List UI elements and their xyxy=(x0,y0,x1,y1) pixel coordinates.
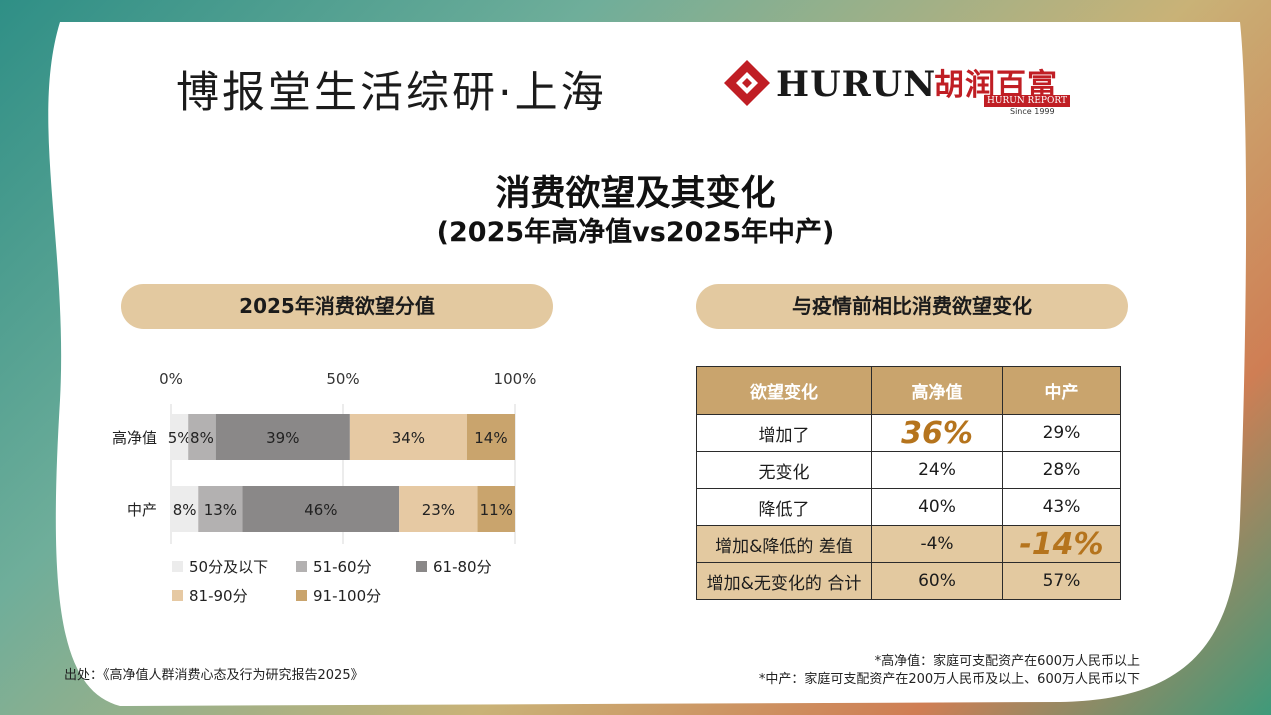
x-tick-label: 50% xyxy=(326,370,359,388)
data-label: 8% xyxy=(190,429,214,447)
table-cell: -4% xyxy=(871,525,1003,563)
row-label: 增加&降低的 差值 xyxy=(696,525,872,563)
bar-segment xyxy=(477,486,515,532)
bar-segment xyxy=(349,414,467,460)
footnote-middle-class: *中产：家庭可支配资产在200万人民币及以上、600万人民币以下 xyxy=(758,672,1140,687)
bar-segment xyxy=(466,414,515,460)
page-title: 消费欲望及其变化 xyxy=(495,174,776,214)
category-label: 中产 xyxy=(127,501,157,519)
brand-text: 博报堂生活综研·上海 xyxy=(176,68,607,118)
bar-segment xyxy=(171,486,199,532)
table-row: 增加&无变化的 合计 60% 57% xyxy=(696,562,1121,600)
bar-segment xyxy=(198,486,243,532)
highlight-value: 36% xyxy=(871,414,1003,452)
legend-swatch xyxy=(172,561,183,572)
table-header-cell: 中产 xyxy=(1002,366,1121,415)
data-label: 34% xyxy=(392,429,425,447)
hurun-report-bar: HURUN REPORT xyxy=(984,95,1070,107)
table-cell: 57% xyxy=(1002,562,1121,600)
legend-label: 81-90分 xyxy=(189,587,248,605)
legend-label: 91-100分 xyxy=(313,587,381,605)
data-label: 13% xyxy=(204,501,237,519)
bar-segment xyxy=(215,414,350,460)
table-row: 降低了 40% 43% xyxy=(696,488,1121,526)
data-label: 14% xyxy=(474,429,507,447)
data-label: 39% xyxy=(266,429,299,447)
row-label: 无变化 xyxy=(696,451,872,489)
table-cell: 24% xyxy=(871,451,1003,489)
data-label: 8% xyxy=(173,501,197,519)
row-label: 降低了 xyxy=(696,488,872,526)
hurun-logo-icon xyxy=(724,60,770,106)
data-label: 11% xyxy=(480,501,513,519)
table-row: 增加了 36% 29% xyxy=(696,414,1121,452)
legend-label: 50分及以下 xyxy=(189,558,268,576)
hurun-wordmark: HURUN xyxy=(776,64,937,105)
legend-swatch xyxy=(296,590,307,601)
table-header-cell: 欲望变化 xyxy=(696,366,872,415)
row-label: 增加&无变化的 合计 xyxy=(696,562,872,600)
page-subtitle: (2025年高净值vs2025年中产) xyxy=(436,217,835,248)
table-cell: 60% xyxy=(871,562,1003,600)
category-label: 高净值 xyxy=(112,429,157,447)
bar-segment xyxy=(399,486,478,532)
highlight-value: -14% xyxy=(1002,525,1121,563)
desire-change-table: 欲望变化 高净值 中产 增加了 36% 29% 无变化 24% 28% 降低了 … xyxy=(696,366,1121,600)
legend-swatch xyxy=(296,561,307,572)
legend-swatch xyxy=(416,561,427,572)
table-panel-title: 与疫情前相比消费欲望变化 xyxy=(696,284,1128,329)
table-cell: 43% xyxy=(1002,488,1121,526)
footnote-high-net-worth: *高净值：家庭可支配资产在600万人民币以上 xyxy=(874,654,1140,669)
bar-segment xyxy=(171,414,189,460)
table-row: 增加&降低的 差值 -4% -14% xyxy=(696,525,1121,563)
table-header-cell: 高净值 xyxy=(871,366,1003,415)
data-label: 46% xyxy=(304,501,337,519)
data-label: 5% xyxy=(168,429,192,447)
table-header-row: 欲望变化 高净值 中产 xyxy=(696,366,1121,415)
bar-segment xyxy=(188,414,216,460)
legend-label: 51-60分 xyxy=(313,558,372,576)
x-tick-label: 100% xyxy=(494,370,537,388)
table-cell: 29% xyxy=(1002,414,1121,452)
since-text: Since 1999 xyxy=(1010,107,1055,116)
chart-panel-title: 2025年消费欲望分值 xyxy=(121,284,553,329)
legend-swatch xyxy=(172,590,183,601)
table-cell: 28% xyxy=(1002,451,1121,489)
table-cell: 40% xyxy=(871,488,1003,526)
x-tick-label: 0% xyxy=(159,370,183,388)
data-label: 23% xyxy=(422,501,455,519)
bar-segment xyxy=(242,486,400,532)
source-note: 出处：《高净值人群消费心态及行为研究报告2025》 xyxy=(64,668,364,683)
row-label: 增加了 xyxy=(696,414,872,452)
legend-label: 61-80分 xyxy=(433,558,492,576)
table-row: 无变化 24% 28% xyxy=(696,451,1121,489)
